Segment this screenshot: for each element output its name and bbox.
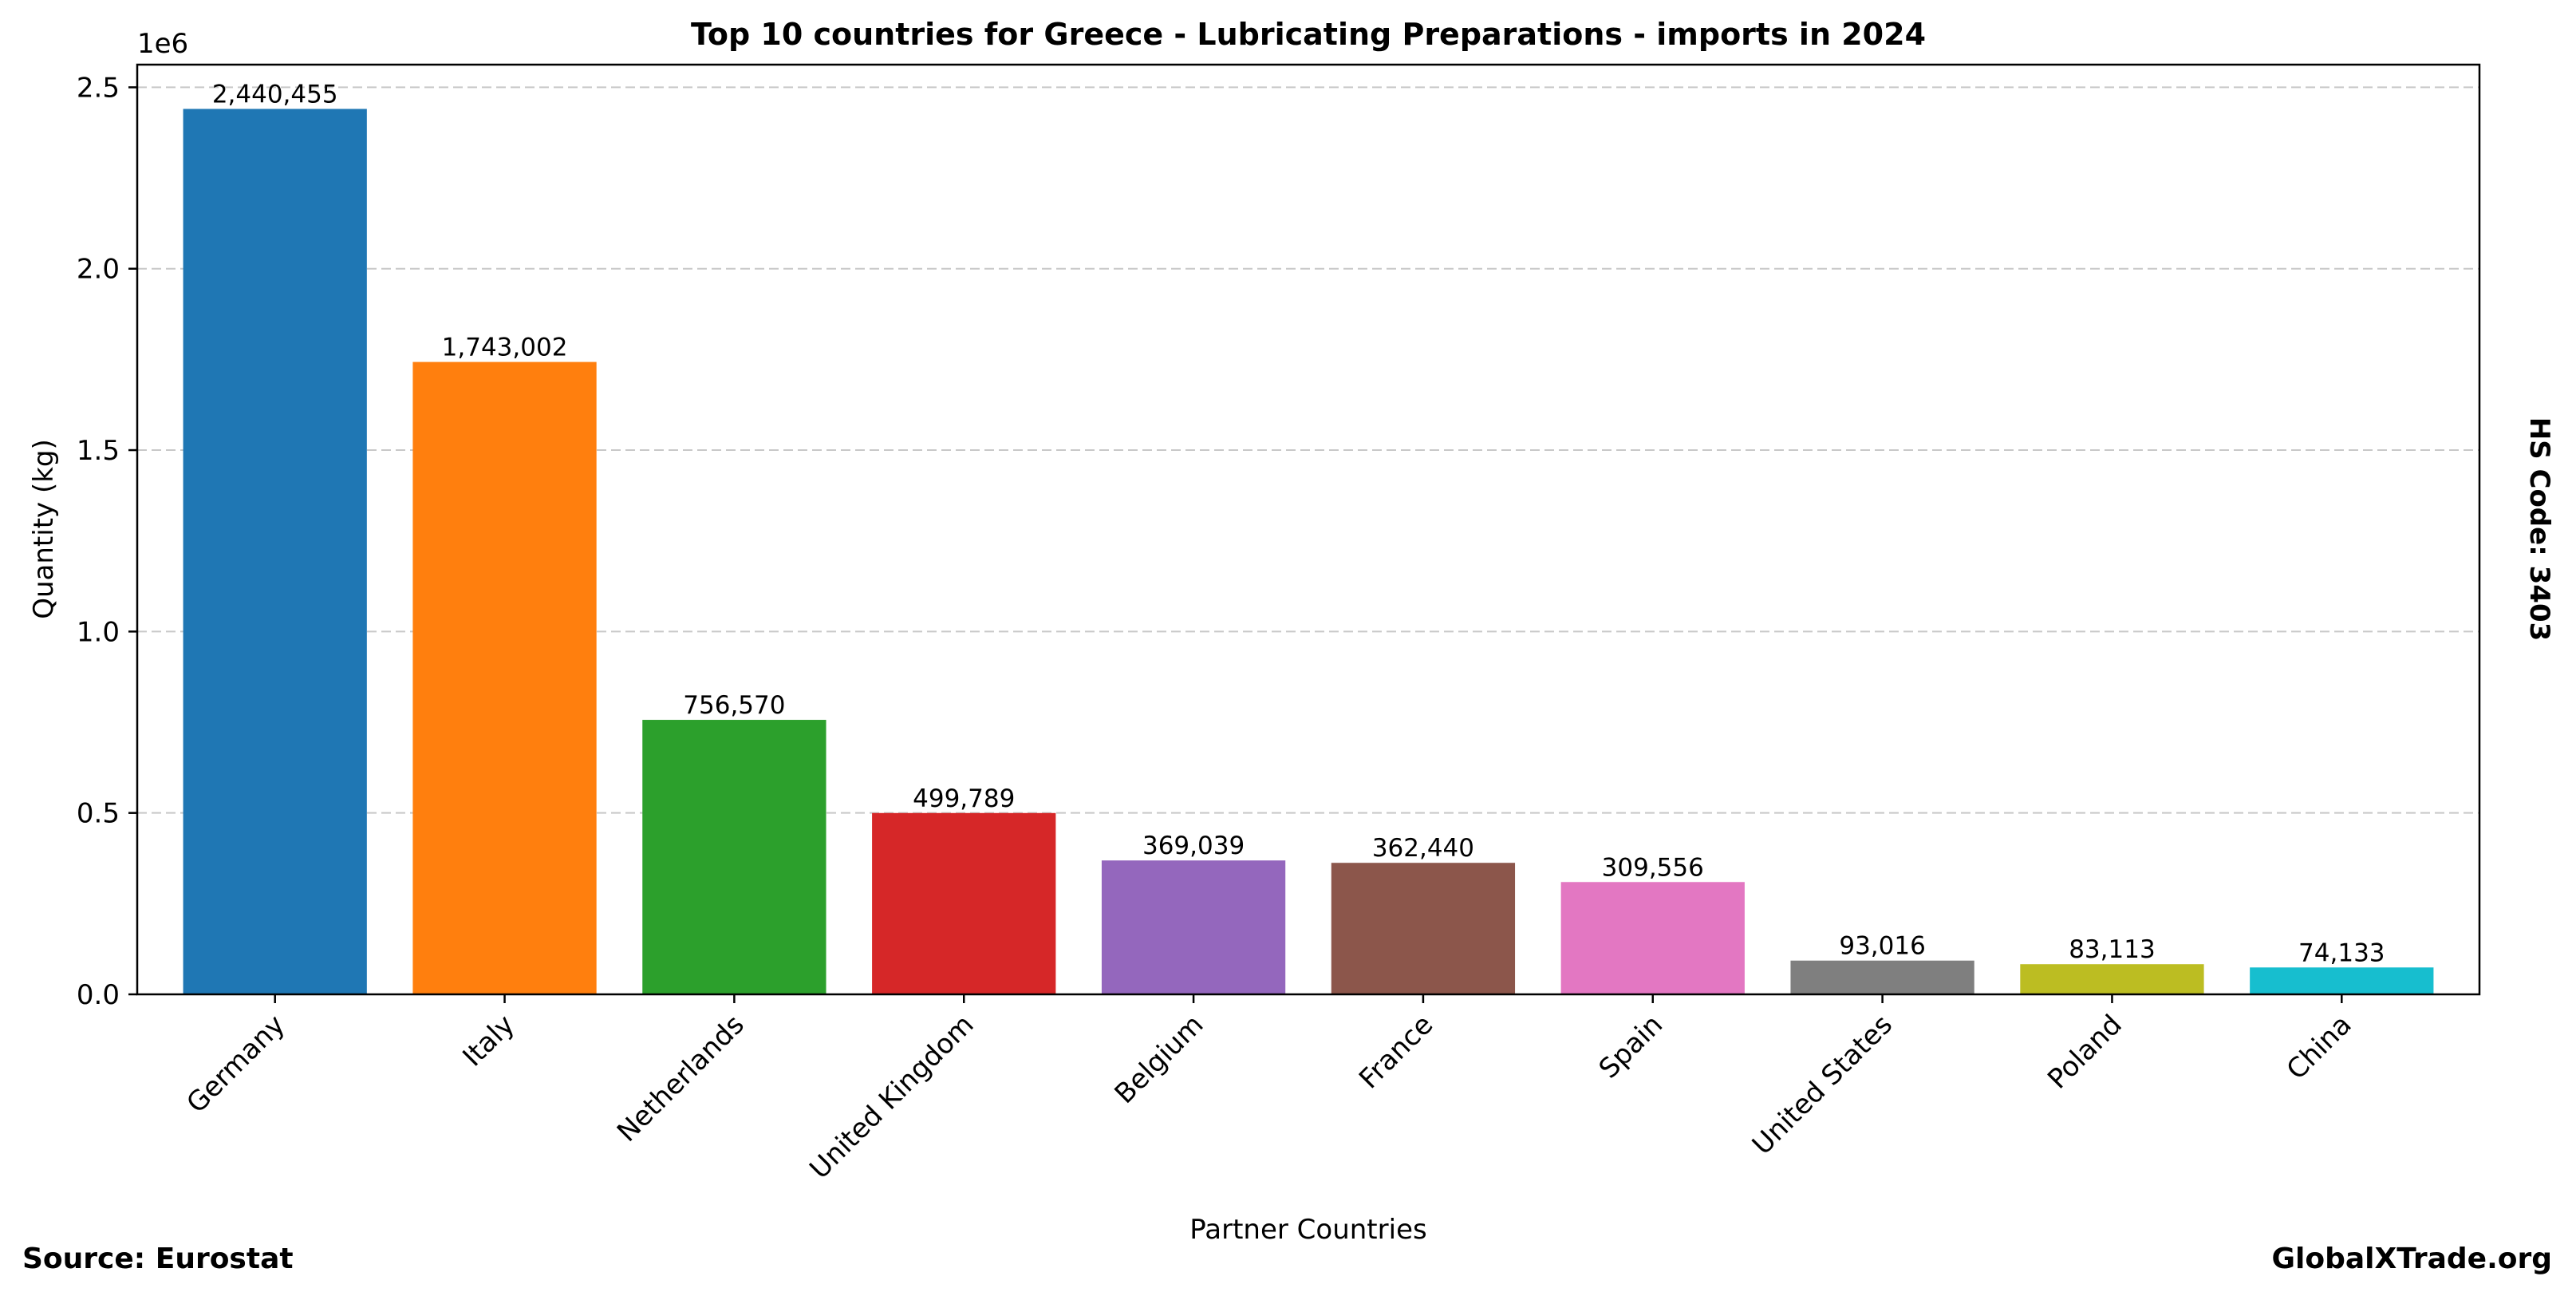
bar-spain [1560, 882, 1745, 994]
x-tick-label: China [2281, 1009, 2358, 1086]
plot-frame [136, 63, 2481, 996]
x-tick-label: United Kingdom [803, 1009, 980, 1185]
value-label: 2,440,455 [212, 80, 338, 109]
bar-united-kingdom [872, 812, 1056, 994]
value-label: 499,789 [913, 784, 1015, 813]
bar-united-states [1790, 960, 1974, 994]
bar-italy [412, 362, 597, 994]
value-label: 369,039 [1142, 832, 1245, 860]
source-label: Source: Eurostat [22, 1243, 294, 1275]
y-tick-label: 0.0 [77, 979, 120, 1011]
bar-netherlands [642, 720, 826, 994]
hs-code-label: HS Code: 3403 [2523, 417, 2555, 642]
bar-france [1331, 863, 1516, 994]
y-tick-label: 1.0 [77, 616, 120, 648]
value-label: 1,743,002 [442, 334, 568, 362]
x-tick-label: Spain [1593, 1009, 1669, 1085]
y-tick-label: 1.5 [77, 435, 120, 467]
value-label: 74,133 [2298, 938, 2385, 967]
value-label: 83,113 [2069, 935, 2155, 964]
value-label: 362,440 [1372, 834, 1474, 863]
bars [183, 109, 2434, 994]
x-tick-label: Netherlands [611, 1009, 751, 1148]
x-tick-label: Belgium [1109, 1009, 1210, 1110]
x-tick-label: Germany [180, 1009, 291, 1120]
bar-belgium [1101, 860, 1286, 994]
chart-title: Top 10 countries for Greece - Lubricatin… [691, 17, 1926, 52]
bar-poland [2020, 964, 2204, 994]
bar-germany [183, 109, 367, 994]
value-label: 309,556 [1602, 853, 1704, 882]
value-label: 756,570 [683, 691, 785, 720]
x-tick-label: France [1353, 1009, 1439, 1095]
brand-label: GlobalXTrade.org [2271, 1243, 2552, 1275]
x-axis-label: Partner Countries [1189, 1214, 1426, 1246]
y-axis-ticks: 0.0 0.5 1.0 1.5 2.0 2.5 [77, 72, 137, 1011]
y-tick-label: 2.0 [77, 254, 120, 286]
x-tick-label: United States [1746, 1009, 1899, 1161]
x-tick-label: Poland [2041, 1009, 2128, 1096]
value-label: 93,016 [1839, 932, 1925, 961]
y-tick-label: 0.5 [77, 798, 120, 830]
x-axis-ticks: Germany Italy Netherlands United Kingdom Bel… [180, 994, 2358, 1185]
y-axis-label: Quantity (kg) [28, 439, 60, 619]
bar-china [2250, 967, 2434, 994]
y-tick-label: 2.5 [77, 72, 120, 104]
value-labels: 2,440,455 1,743,002 756,570 499,789 369,039 3… [212, 80, 2385, 967]
x-tick-label: Italy [456, 1009, 520, 1073]
y-scale-label: 1e6 [137, 28, 188, 60]
